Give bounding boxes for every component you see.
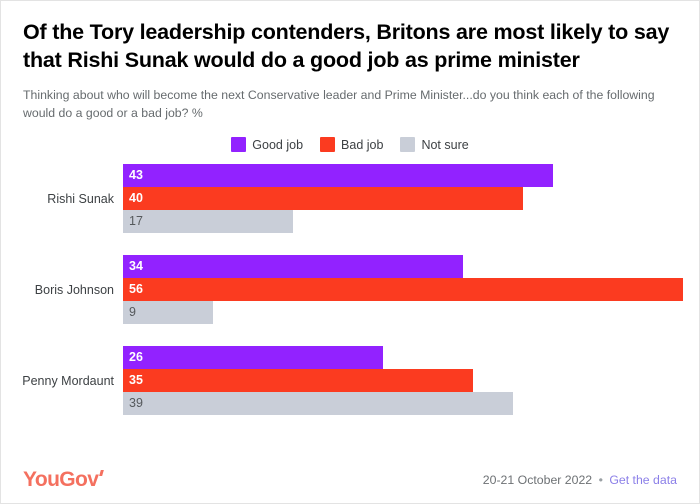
chart-footer: YouGov 20-21 October 2022 • Get the data [1, 457, 699, 503]
bar-value-label: 43 [129, 168, 143, 183]
category-label-penny-mordaunt: Penny Mordaunt [22, 373, 114, 388]
chart-subtitle: Thinking about who will become the next … [23, 88, 655, 121]
legend-label-good-job: Good job [252, 137, 304, 152]
bar-value-label: 26 [129, 350, 143, 365]
bar-row: 26 [123, 346, 699, 370]
category-label-boris-johnson: Boris Johnson [34, 282, 114, 297]
legend-item-not-sure[interactable]: Not sure [400, 137, 469, 153]
bar-value-label: 39 [129, 396, 143, 411]
bar-row: 35 [123, 369, 699, 393]
legend-item-bad-job[interactable]: Bad job [320, 137, 384, 153]
legend-label-bad-job: Bad job [341, 137, 384, 152]
footer-separator: • [598, 473, 603, 487]
bar-row: 9 [123, 301, 699, 325]
bar-penny-mordaunt-good-job[interactable]: 26 [123, 346, 383, 370]
bar-penny-mordaunt-bad-job[interactable]: 35 [123, 369, 473, 393]
bar-rishi-sunak-bad-job[interactable]: 40 [123, 187, 523, 211]
bar-penny-mordaunt-not-sure[interactable]: 39 [123, 392, 513, 416]
legend-swatch-good-job [231, 137, 247, 153]
page-title: Of the Tory leadership contenders, Brito… [23, 20, 670, 72]
bar-boris-johnson-good-job[interactable]: 34 [123, 255, 463, 279]
bar-group-rishi-sunak: Rishi Sunak 43 40 17 [1, 164, 699, 234]
category-label-rishi-sunak: Rishi Sunak [47, 191, 114, 206]
bar-row: 34 [123, 255, 699, 279]
bar-stack-rishi-sunak: 43 40 17 [123, 164, 699, 234]
yougov-logo-text: YouGov [23, 468, 99, 491]
get-the-data-link[interactable]: Get the data [609, 473, 677, 487]
bar-chart-plot-area: Rishi Sunak 43 40 17 [1, 164, 699, 416]
survey-date: 20-21 October 2022 [482, 473, 593, 487]
bar-stack-penny-mordaunt: 26 35 39 [123, 346, 699, 416]
bar-group-penny-mordaunt: Penny Mordaunt 26 35 39 [1, 346, 699, 416]
bar-row: 43 [123, 164, 699, 188]
bar-value-label: 40 [129, 191, 143, 206]
bar-stack-boris-johnson: 34 56 9 [123, 255, 699, 325]
bar-row: 17 [123, 210, 699, 234]
logo-tick-icon [99, 470, 105, 476]
bar-rishi-sunak-good-job[interactable]: 43 [123, 164, 553, 188]
legend-item-good-job[interactable]: Good job [231, 137, 304, 153]
bar-value-label: 17 [129, 214, 143, 229]
chart-header: Of the Tory leadership contenders, Brito… [1, 1, 699, 123]
bar-boris-johnson-bad-job[interactable]: 56 [123, 278, 683, 302]
bar-row: 56 [123, 278, 699, 302]
bar-group-boris-johnson: Boris Johnson 34 56 9 [1, 255, 699, 325]
bar-boris-johnson-not-sure[interactable]: 9 [123, 301, 213, 325]
bar-value-label: 35 [129, 373, 143, 388]
yougov-logo[interactable]: YouGov [23, 468, 105, 492]
bar-rishi-sunak-not-sure[interactable]: 17 [123, 210, 293, 234]
legend-swatch-bad-job [320, 137, 336, 153]
bar-row: 39 [123, 392, 699, 416]
bar-row: 40 [123, 187, 699, 211]
bar-value-label: 34 [129, 259, 143, 274]
bar-value-label: 56 [129, 282, 143, 297]
legend-swatch-not-sure [400, 137, 416, 153]
bar-value-label: 9 [129, 305, 136, 320]
footer-meta: 20-21 October 2022 • Get the data [483, 473, 677, 487]
chart-legend: Good job Bad job Not sure [1, 137, 699, 153]
legend-label-not-sure: Not sure [421, 137, 469, 152]
